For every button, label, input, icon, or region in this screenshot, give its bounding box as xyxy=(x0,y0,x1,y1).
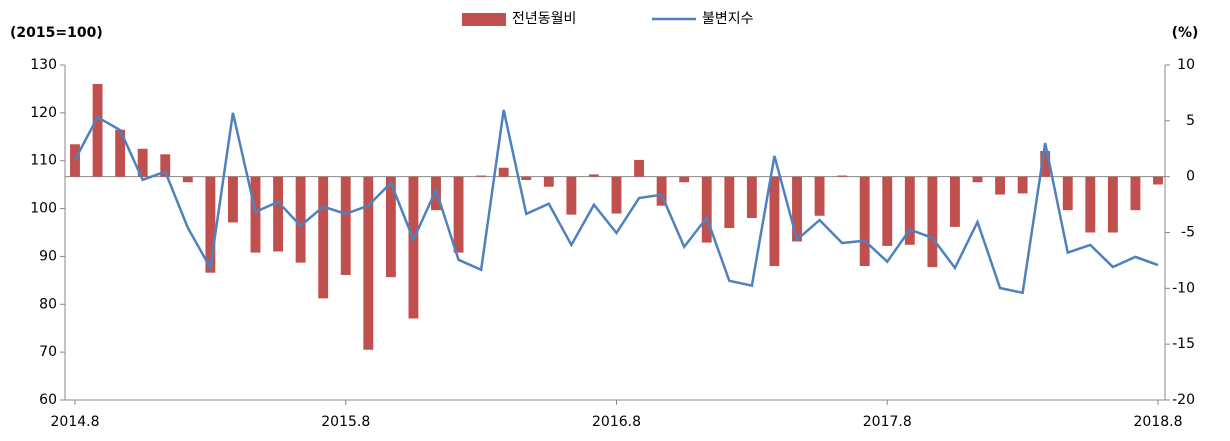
bar xyxy=(340,176,351,275)
y2-tick-label: -5 xyxy=(1181,225,1195,241)
y2-tick-label: 0 xyxy=(1186,169,1195,185)
bar xyxy=(521,176,532,181)
bar xyxy=(1130,176,1141,211)
y-tick-label: 80 xyxy=(39,296,57,312)
x-tick-label: 2017.8 xyxy=(863,414,912,430)
bar xyxy=(724,176,735,229)
y2-tick-label: 5 xyxy=(1186,113,1195,129)
bar xyxy=(611,176,622,214)
bar xyxy=(904,176,915,245)
bar xyxy=(588,174,599,177)
bar xyxy=(295,176,306,263)
y-tick-label: 90 xyxy=(39,248,57,264)
bar xyxy=(566,176,577,215)
line xyxy=(73,109,1159,295)
bar xyxy=(273,176,284,252)
bar xyxy=(927,176,938,268)
bar xyxy=(634,159,645,177)
bar xyxy=(746,176,757,218)
bar xyxy=(250,176,261,253)
bar xyxy=(769,176,780,266)
bar xyxy=(227,176,238,223)
legend-swatch xyxy=(462,13,506,26)
y-tick-label: 60 xyxy=(39,392,57,408)
bar xyxy=(882,176,893,246)
bar xyxy=(1153,176,1163,185)
bar xyxy=(792,176,802,242)
bar xyxy=(859,176,870,266)
bar xyxy=(318,176,329,299)
y-tick-label: 70 xyxy=(39,344,57,360)
legend-label: 불변지수 xyxy=(702,11,754,27)
y-tick-label: 130 xyxy=(30,57,57,73)
bar xyxy=(1062,176,1073,211)
bar xyxy=(476,175,487,177)
bar xyxy=(679,176,690,183)
bar xyxy=(543,176,554,187)
x-tick-label: 2016.8 xyxy=(592,414,641,430)
x-tick-label: 2015.8 xyxy=(321,414,370,430)
bar xyxy=(1040,150,1051,177)
x-tick-label: 2018.8 xyxy=(1134,414,1183,430)
bar xyxy=(1085,176,1096,233)
y2-tick-label: -20 xyxy=(1172,392,1195,408)
bar xyxy=(656,176,667,206)
y-axis-label: (2015=100) xyxy=(10,25,103,41)
legend-label: 전년동월비 xyxy=(512,11,576,27)
bar xyxy=(408,176,419,319)
y2-axis-label: (%) xyxy=(1172,25,1199,41)
bar xyxy=(363,176,374,350)
bar xyxy=(160,154,171,177)
bar xyxy=(972,176,983,183)
y2-tick-label: -15 xyxy=(1172,336,1195,352)
y-tick-label: 110 xyxy=(30,153,57,169)
bar xyxy=(949,176,960,227)
bar xyxy=(453,176,464,253)
y-tick-label: 120 xyxy=(30,105,57,121)
bar xyxy=(182,176,193,183)
y-tick-label: 100 xyxy=(30,201,57,217)
bar xyxy=(115,129,126,177)
bar xyxy=(498,167,509,177)
bar xyxy=(995,176,1006,195)
x-tick-label: 2014.8 xyxy=(51,414,100,430)
y2-tick-label: -10 xyxy=(1172,280,1195,296)
bar xyxy=(137,148,148,177)
bar xyxy=(92,83,103,177)
bar xyxy=(814,176,825,216)
bar xyxy=(1107,176,1118,233)
bar xyxy=(70,144,80,177)
bar xyxy=(205,176,216,273)
y2-tick-label: 10 xyxy=(1177,57,1195,73)
bar xyxy=(385,176,396,278)
bar xyxy=(1017,176,1028,194)
bar xyxy=(837,175,848,177)
bar xyxy=(701,176,712,243)
